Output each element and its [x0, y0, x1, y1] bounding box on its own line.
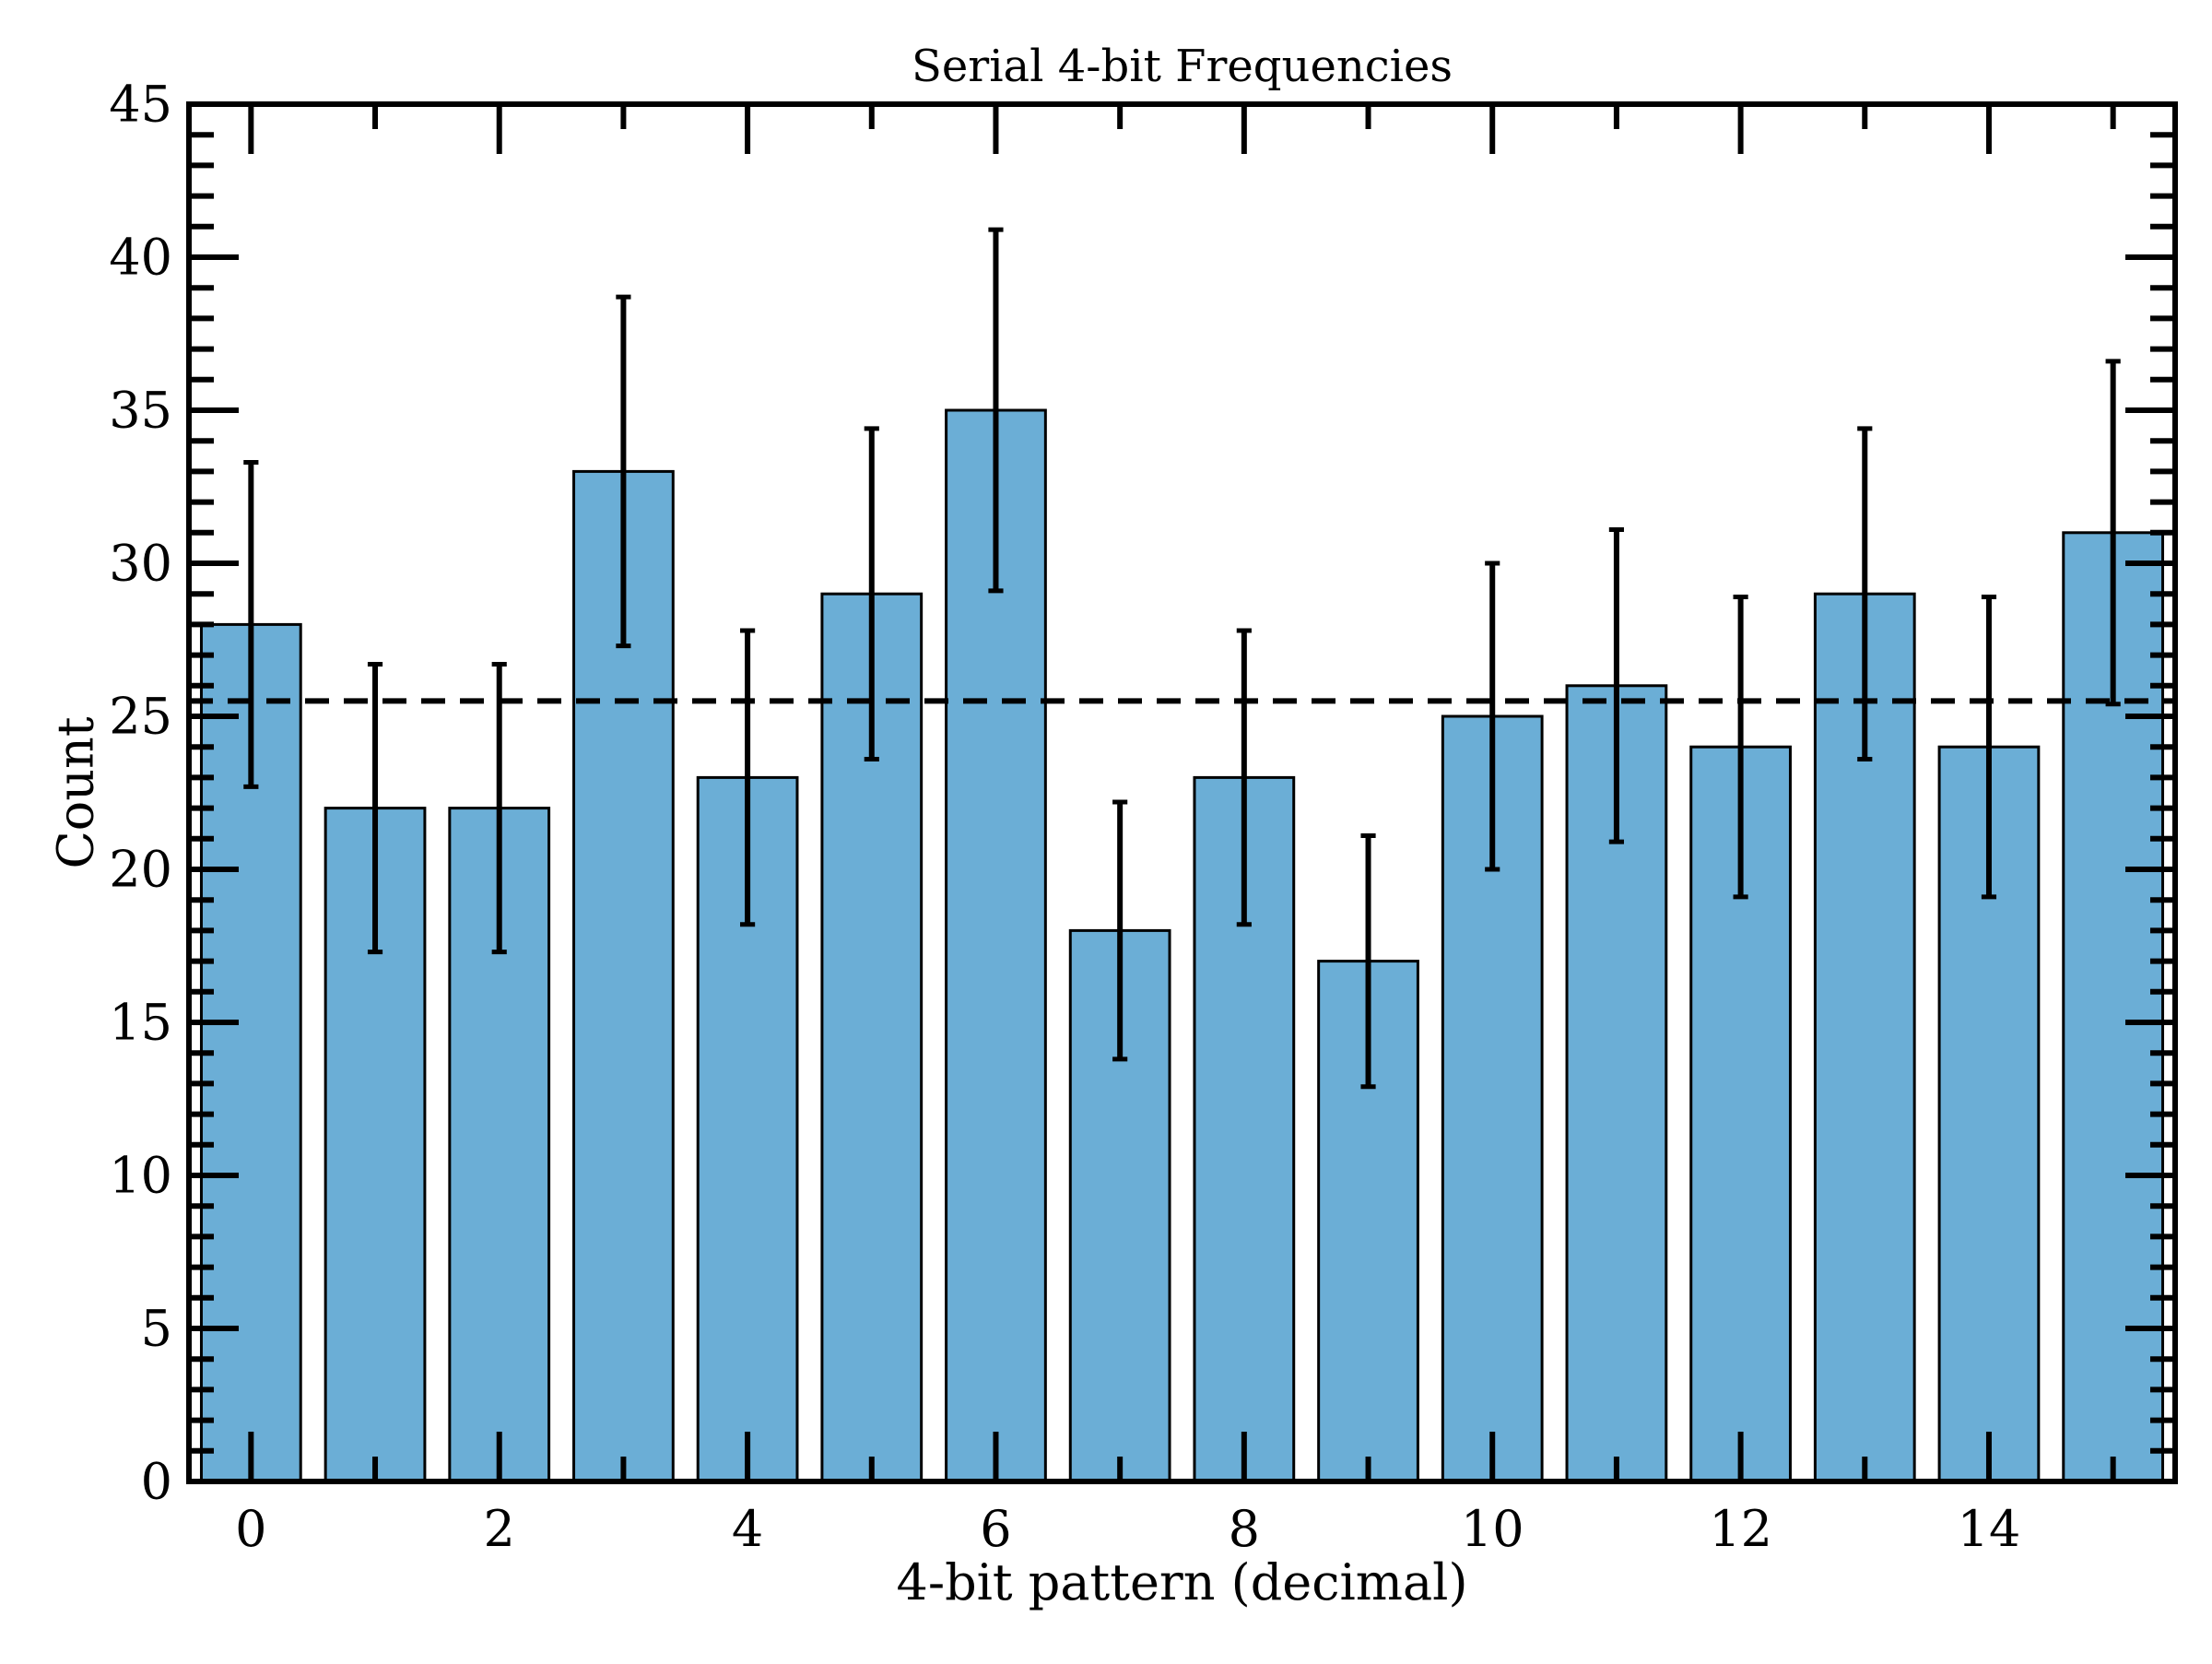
y-tick-label-30: 30 — [109, 535, 172, 593]
x-tick-label-6: 6 — [980, 1500, 1011, 1558]
x-tick-label-14: 14 — [1958, 1500, 2021, 1558]
y-tick-label-45: 45 — [109, 76, 172, 134]
x-tick-label-0: 0 — [235, 1500, 266, 1558]
chart-title: Serial 4-bit Frequencies — [912, 41, 1453, 92]
y-tick-label-20: 20 — [109, 841, 172, 899]
x-tick-label-10: 10 — [1461, 1500, 1524, 1558]
y-tick-label-5: 5 — [141, 1300, 172, 1358]
y-tick-label-25: 25 — [109, 688, 172, 746]
y-tick-label-10: 10 — [109, 1147, 172, 1205]
plot-frame — [186, 101, 2178, 1484]
tick-labels-layer: 0 5 10 15 20 25 30 35 40 45 0 2 4 6 8 10 12 14 — [109, 76, 2020, 1559]
bars-layer — [199, 408, 2165, 1483]
y-axis-label: Count — [47, 716, 105, 868]
x-tick-label-4: 4 — [732, 1500, 763, 1558]
y-tick-label-35: 35 — [109, 382, 172, 440]
x-tick-label-12: 12 — [1709, 1500, 1772, 1558]
y-tick-label-15: 15 — [109, 994, 172, 1052]
y-tick-label-40: 40 — [109, 229, 172, 287]
x-axis-label: 4-bit pattern (decimal) — [896, 1553, 1467, 1611]
error-bars-layer — [243, 227, 2121, 1090]
x-tick-label-2: 2 — [484, 1500, 515, 1558]
x-tick-label-8: 8 — [1229, 1500, 1260, 1558]
y-tick-label-0: 0 — [141, 1453, 172, 1511]
